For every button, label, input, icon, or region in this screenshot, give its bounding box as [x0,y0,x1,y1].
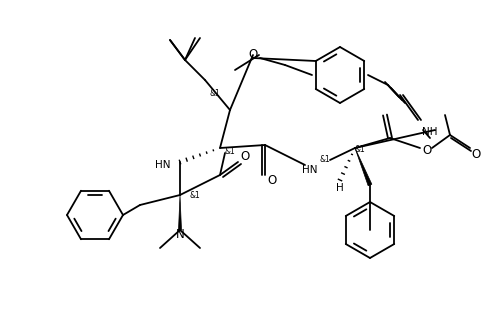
Text: O: O [422,144,432,157]
Text: O: O [267,174,277,186]
Text: O: O [471,149,481,162]
Text: HN: HN [155,160,170,170]
Polygon shape [178,195,181,230]
Text: &1: &1 [225,148,235,156]
Text: O: O [248,49,258,61]
Text: &1: &1 [190,190,200,199]
Text: &1: &1 [320,156,330,164]
Polygon shape [355,148,372,186]
Text: &1: &1 [209,88,220,98]
Text: NH: NH [422,127,438,137]
Text: HN: HN [302,165,318,175]
Text: &1: &1 [355,146,365,155]
Text: O: O [241,150,250,163]
Text: N: N [175,229,184,241]
Text: H: H [336,183,344,193]
